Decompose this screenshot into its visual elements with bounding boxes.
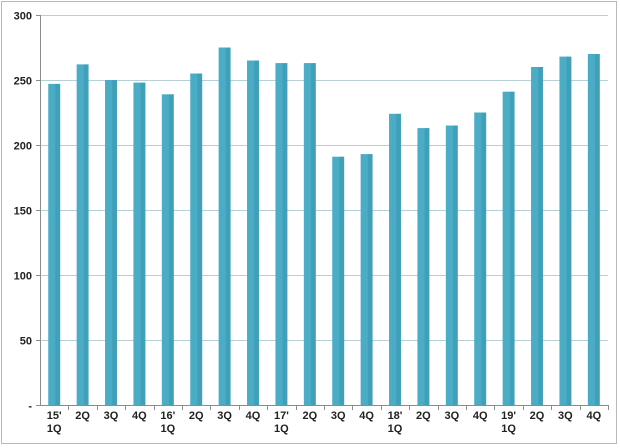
x-tick-label: 2Q xyxy=(302,410,317,422)
bar-shade xyxy=(282,63,288,405)
x-tick-label: 1Q xyxy=(274,423,289,435)
bar-shade xyxy=(55,83,61,406)
y-tick-label: 300 xyxy=(14,11,32,23)
bar xyxy=(303,63,316,405)
x-tick-label: 1Q xyxy=(160,423,175,435)
bar xyxy=(417,128,430,405)
x-tick-label: 1Q xyxy=(388,423,403,435)
bar-shade xyxy=(140,82,146,405)
x-tick-label: 3Q xyxy=(331,410,346,422)
x-tick-label: 15' xyxy=(47,410,62,422)
bar-shade xyxy=(481,112,487,405)
bar xyxy=(332,156,345,405)
bar-shade xyxy=(367,154,373,405)
y-tick-label: 50 xyxy=(20,336,32,348)
bar-shade xyxy=(225,47,231,405)
bar-shade xyxy=(594,54,600,405)
x-tick-label: 1Q xyxy=(47,423,62,435)
bar xyxy=(389,113,401,406)
x-tick-label: 19' xyxy=(501,410,516,422)
bar-shade xyxy=(197,73,203,405)
grid-lines xyxy=(40,15,608,341)
x-tick-label: 2Q xyxy=(530,410,545,422)
bars xyxy=(48,47,600,406)
x-tick-label: 3Q xyxy=(104,410,119,422)
y-axis-ticks: - 50 100 150 200 250 300 xyxy=(14,11,40,413)
x-tick-label: 2Q xyxy=(75,410,90,422)
bar-shade xyxy=(509,91,515,405)
bar-shade xyxy=(566,56,572,405)
x-tick-label: 17' xyxy=(274,410,289,422)
bar xyxy=(48,83,61,406)
bar-shade xyxy=(452,125,458,405)
x-tick-label: 4Q xyxy=(246,410,261,422)
bar-shade xyxy=(168,94,174,406)
bar xyxy=(105,80,117,405)
y-tick-label: 150 xyxy=(14,206,32,218)
x-tick-label: 3Q xyxy=(217,410,232,422)
x-tick-label: 4Q xyxy=(473,410,488,422)
y-tick-label: 100 xyxy=(14,271,32,283)
bar xyxy=(190,73,203,405)
y-tick-label: - xyxy=(28,401,32,413)
bar xyxy=(502,91,515,405)
bar-shade xyxy=(424,128,430,405)
bar-shade xyxy=(396,113,401,406)
bar xyxy=(161,94,174,406)
bar xyxy=(587,54,600,405)
bar xyxy=(360,154,373,405)
bar-shade xyxy=(310,63,316,405)
x-tick-label: 2Q xyxy=(416,410,431,422)
bar xyxy=(445,125,458,405)
bar-shade xyxy=(538,67,543,405)
x-tick-label: 4Q xyxy=(586,410,601,422)
x-tick-label: 4Q xyxy=(132,410,147,422)
y-tick-label: 200 xyxy=(14,141,32,153)
bar xyxy=(247,60,259,405)
bar-shade xyxy=(83,64,89,406)
y-tick-label: 250 xyxy=(14,76,32,88)
x-tick-label: 16' xyxy=(160,410,175,422)
x-tick-label: 3Q xyxy=(444,410,459,422)
x-tick-label: 1Q xyxy=(501,423,516,435)
bar xyxy=(275,63,288,405)
x-tick-label: 18' xyxy=(388,410,403,422)
bar-shade xyxy=(112,80,117,405)
bar xyxy=(218,47,231,405)
bar xyxy=(531,67,543,405)
bar xyxy=(559,56,572,405)
x-tick-label: 3Q xyxy=(558,410,573,422)
bar xyxy=(474,112,487,405)
bar-shade xyxy=(254,60,259,405)
bar xyxy=(76,64,89,406)
bar-shade xyxy=(339,156,345,405)
x-tick-label: 4Q xyxy=(359,410,374,422)
x-tick-label: 2Q xyxy=(189,410,204,422)
bar xyxy=(133,82,146,405)
